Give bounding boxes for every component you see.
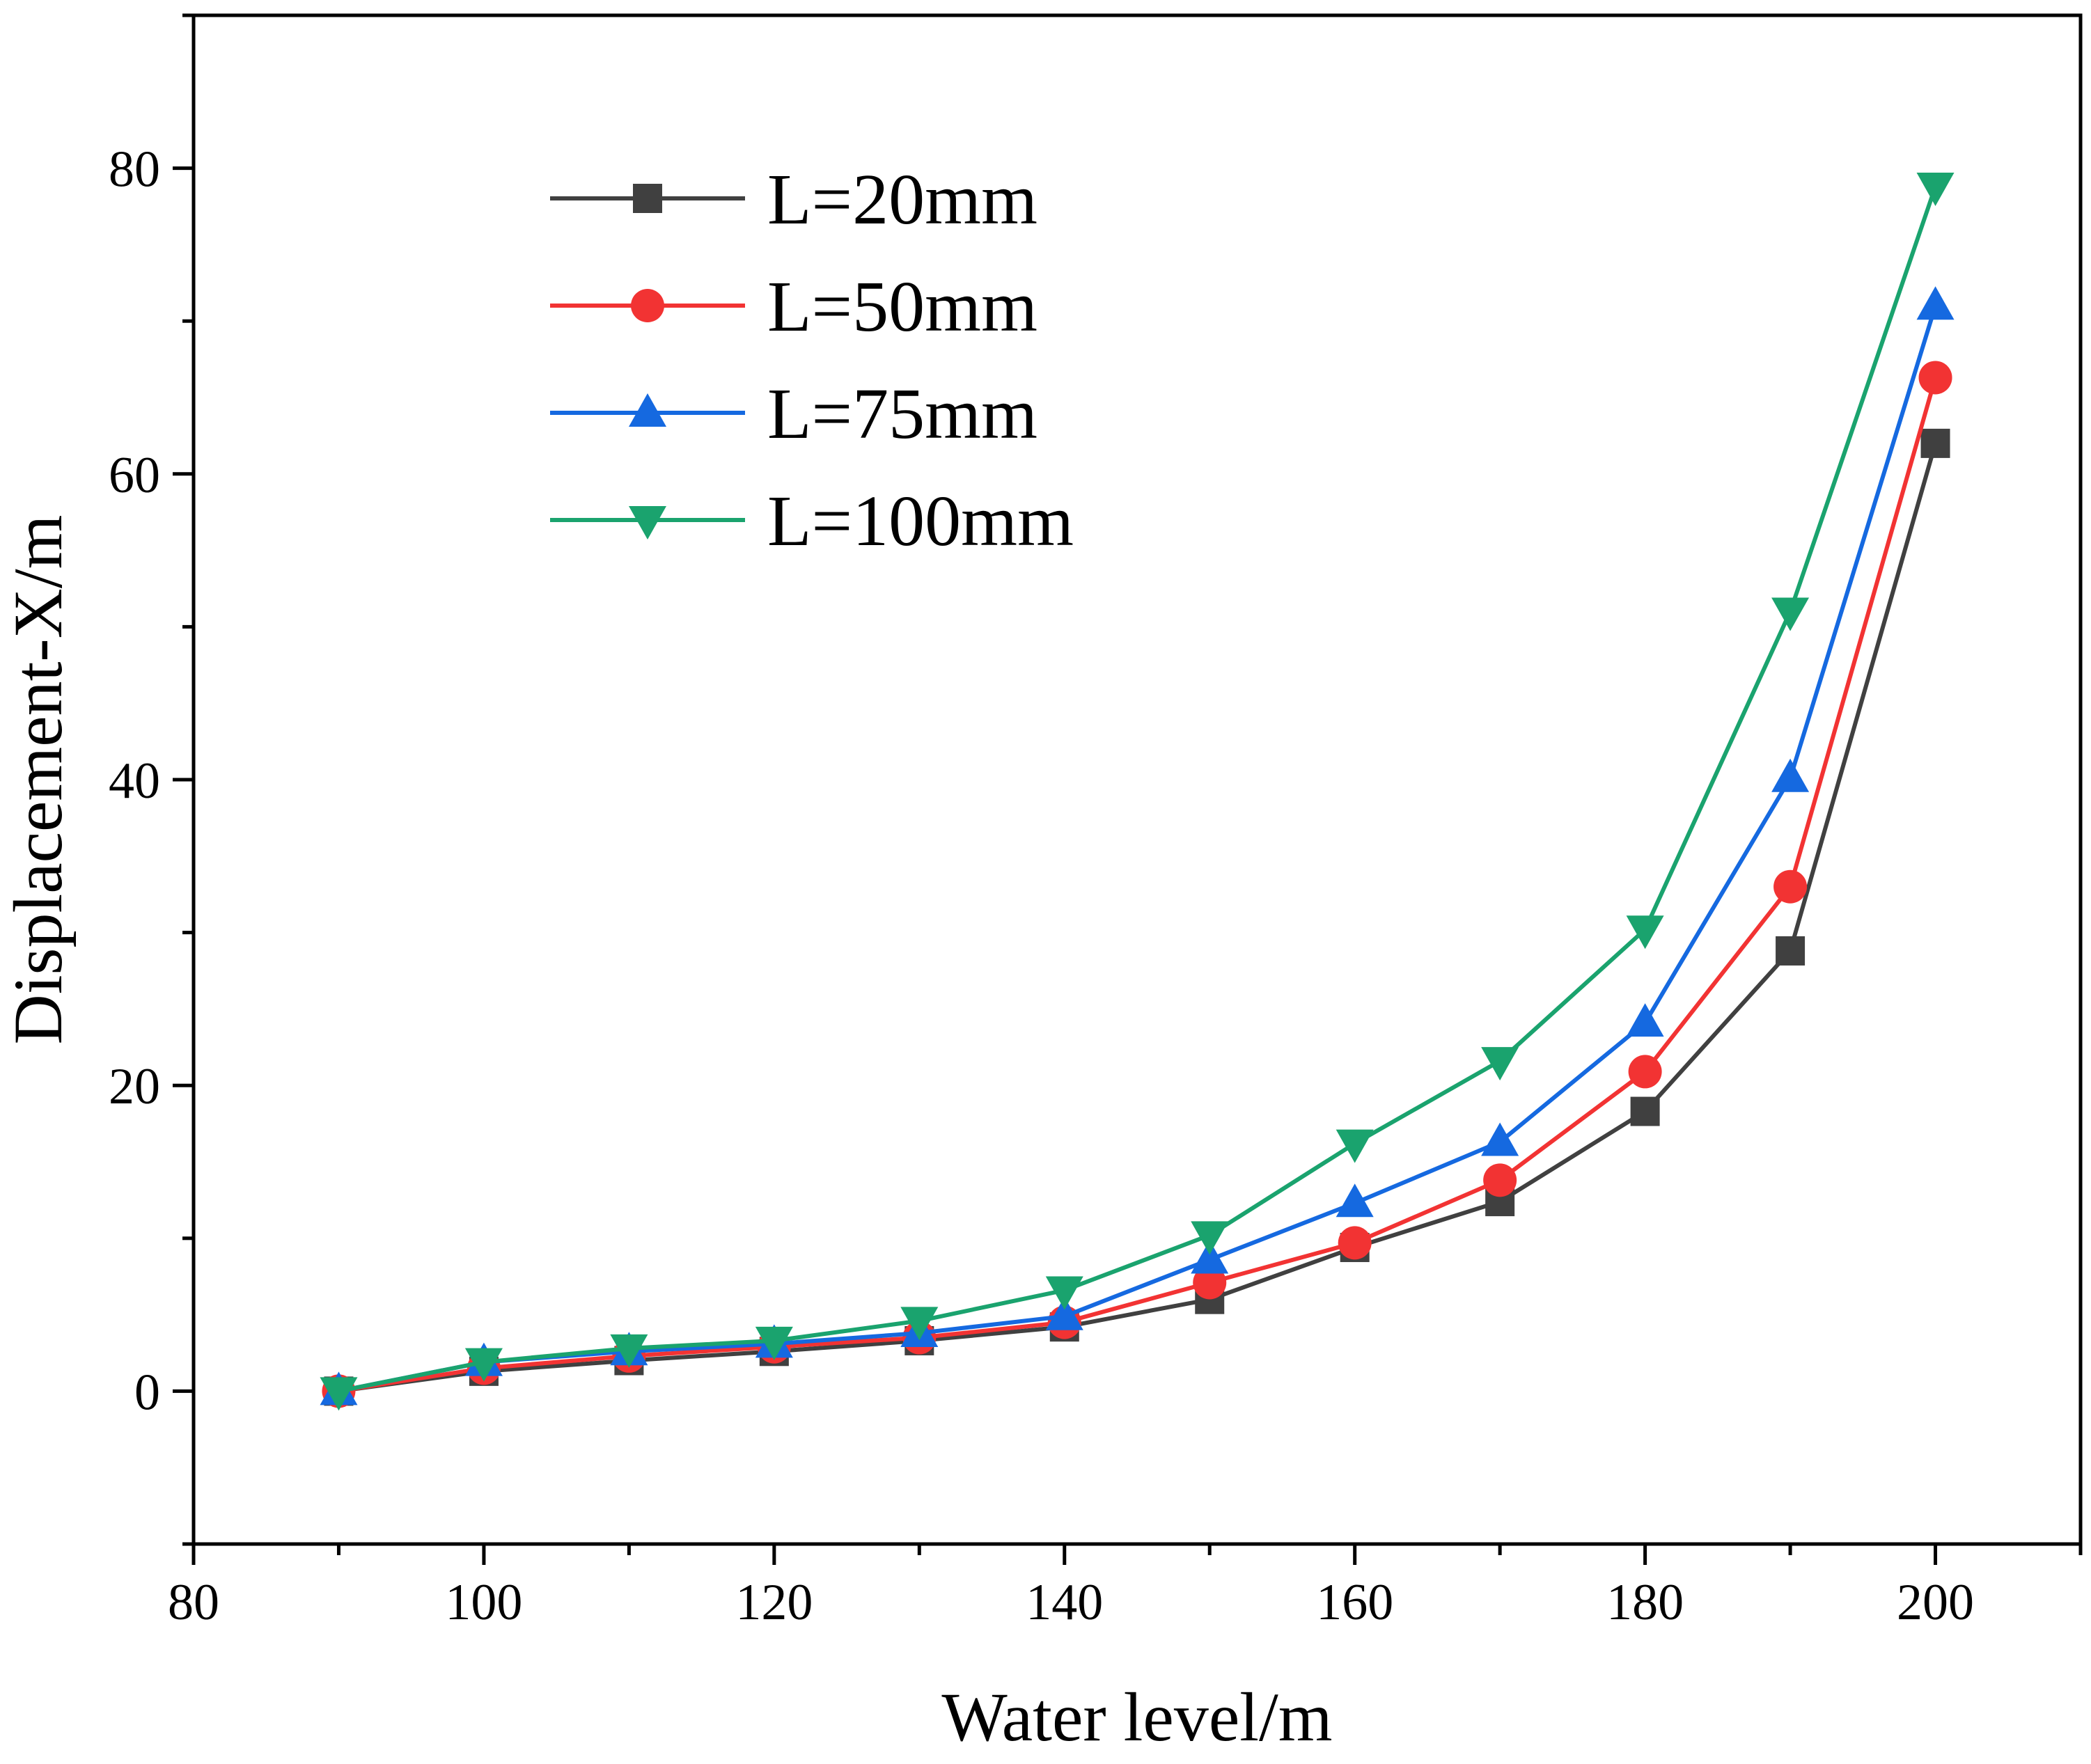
data-point	[900, 1307, 939, 1341]
data-point	[1776, 936, 1806, 966]
series-line	[338, 185, 1938, 1394]
data-point	[1191, 1221, 1229, 1255]
series-2	[320, 286, 1955, 1405]
x-tick-label: 180	[1606, 1574, 1684, 1631]
series-line	[338, 377, 1938, 1394]
legend-marker	[629, 506, 666, 540]
axis-ticks: 80 100 120 140 160 180 200 0 20 40 60 80	[109, 13, 2083, 1631]
data-point	[1338, 1226, 1372, 1260]
x-tick-label: 160	[1316, 1574, 1393, 1631]
x-tick-label: 140	[1026, 1574, 1103, 1631]
data-point	[1773, 869, 1808, 904]
data-point	[320, 1377, 358, 1411]
series-line	[338, 443, 1938, 1394]
x-tick-label: 200	[1897, 1574, 1974, 1631]
data-point	[464, 1348, 503, 1382]
x-tick-label: 80	[168, 1574, 219, 1631]
legend-item: L=50mm	[550, 267, 1037, 347]
legend-item: L=20mm	[550, 159, 1037, 239]
legend-label: L=100mm	[767, 481, 1074, 561]
data-point	[1916, 172, 1955, 206]
y-tick-label: 60	[109, 447, 160, 504]
legend-label: L=20mm	[767, 159, 1037, 239]
data-point	[1626, 915, 1664, 950]
data-point	[1193, 1266, 1227, 1300]
series-3	[320, 172, 1955, 1411]
series-layer	[320, 172, 1955, 1411]
legend-marker	[633, 184, 662, 213]
data-point	[610, 1334, 648, 1368]
data-point	[1045, 1296, 1083, 1330]
y-tick-label: 40	[109, 753, 160, 810]
y-tick-label: 20	[109, 1058, 160, 1115]
data-point	[1918, 361, 1952, 395]
y-tick-label: 0	[134, 1364, 160, 1421]
data-point	[1771, 597, 1810, 631]
data-point	[1336, 1129, 1374, 1163]
legend-item: L=75mm	[550, 374, 1037, 454]
y-tick-label: 80	[109, 141, 160, 198]
x-tick-label: 100	[445, 1574, 522, 1631]
data-point	[1920, 428, 1950, 458]
series-line	[338, 305, 1938, 1394]
data-point	[1626, 1003, 1664, 1037]
data-point	[1916, 286, 1955, 320]
data-point	[755, 1326, 793, 1360]
data-point	[1771, 758, 1810, 792]
data-point	[1630, 1096, 1660, 1126]
legend-marker	[631, 289, 664, 322]
data-point	[1191, 1240, 1229, 1274]
y-axis-title: Displacement-X/m	[0, 515, 77, 1045]
data-point	[1483, 1163, 1517, 1197]
legend: L=20mm L=50mm L=75mm L=100mm	[550, 159, 1074, 561]
data-point	[1481, 1047, 1519, 1081]
x-tick-label: 120	[735, 1574, 813, 1631]
data-point	[1481, 1122, 1519, 1156]
legend-label: L=50mm	[767, 267, 1037, 347]
data-point	[1336, 1183, 1374, 1218]
legend-marker	[629, 393, 666, 427]
data-point	[1628, 1055, 1662, 1089]
legend-item: L=100mm	[550, 481, 1074, 561]
legend-label: L=75mm	[767, 374, 1037, 454]
x-axis-title: Water level/m	[941, 1678, 1332, 1756]
data-point	[1045, 1276, 1083, 1310]
